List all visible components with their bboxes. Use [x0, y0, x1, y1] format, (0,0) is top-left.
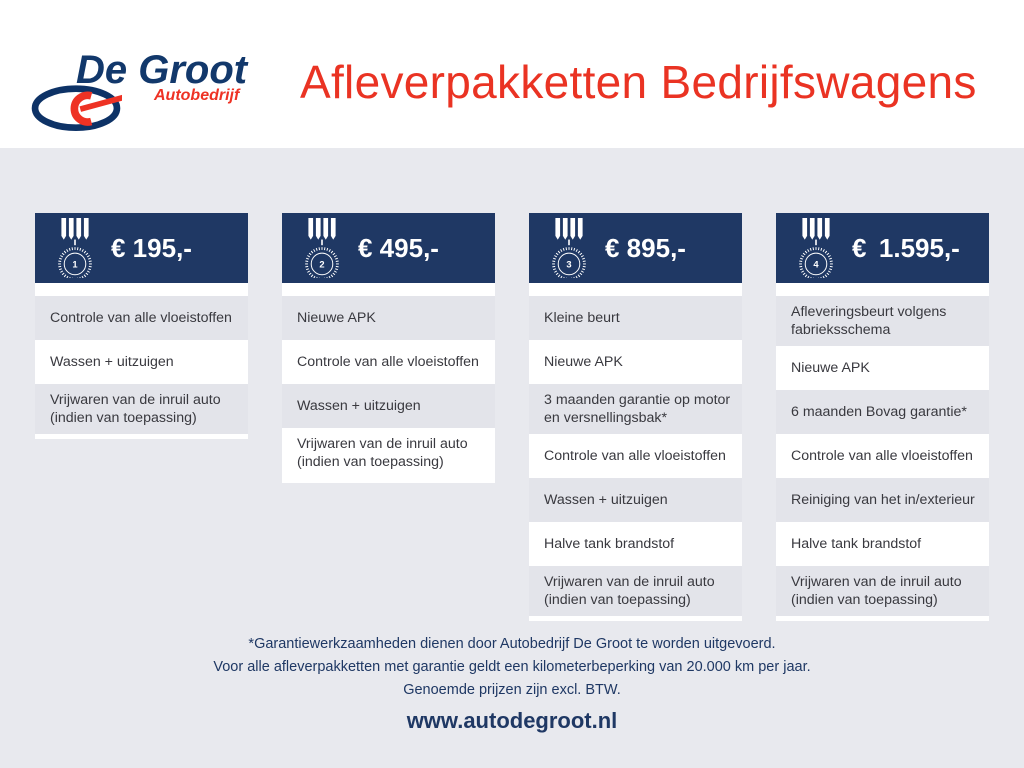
svg-text:2: 2 [319, 260, 324, 270]
svg-text:3: 3 [566, 260, 571, 270]
svg-text:4: 4 [813, 260, 819, 270]
svg-text:1: 1 [72, 260, 77, 270]
